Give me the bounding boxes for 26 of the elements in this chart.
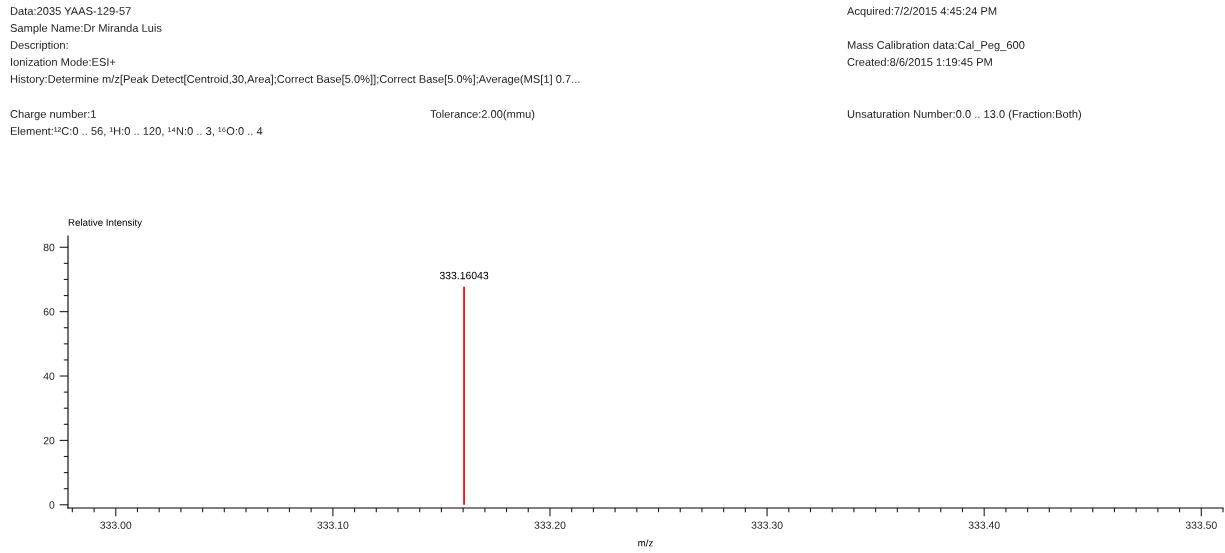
- text: Element:¹²C:0 .. 56, ¹H:0 .. 120, ¹⁴N:0 .. 3, ¹⁶O:0 .. 4: [10, 126, 263, 137]
- text: Charge number:1: [10, 109, 96, 121]
- y-tick-label: 60: [43, 308, 55, 316]
- text: Sample Name:Dr Miranda Luis: [10, 23, 162, 35]
- x-tick-label: 333.30: [751, 521, 783, 529]
- text: Tolerance:2.00(mmu): [430, 109, 535, 121]
- y-tick-label: 20: [43, 436, 55, 445]
- text: Created:8/6/2015 1:19:45 PM: [847, 57, 992, 66]
- y-tick-label: 80: [43, 243, 55, 252]
- text: Mass Calibration data:Cal_Peg_600: [847, 40, 1025, 52]
- text: Description:: [10, 40, 68, 52]
- x-tick-label: 333.10: [317, 521, 349, 529]
- x-tick-label: 333.50: [1185, 521, 1217, 529]
- x-tick-label: 333.40: [968, 521, 1000, 529]
- y-axis-title: Relative Intensity: [68, 218, 143, 228]
- y-tick-label: 0: [49, 501, 55, 509]
- annotation: 333.16043: [439, 271, 489, 280]
- text: History:Determine m/z[Peak Detect[Centroid,30,Area];Correct Base[5.0%]];Correct Base[5.0%];Average(MS[1] 0.7...: [10, 74, 580, 86]
- text: Unsaturation Number:0.0 .. 13.0 (Fraction:Both): [847, 109, 1081, 121]
- x-tick-label: 333.00: [100, 521, 132, 529]
- y-tick-label: 40: [43, 372, 55, 380]
- x-axis-title: m/z: [638, 539, 653, 547]
- text: Acquired:7/2/2015 4:45:24 PM: [847, 6, 997, 18]
- text: Ionization Mode:ESI+: [11, 57, 116, 66]
- text: Data:2035 YAAS-129-57: [10, 7, 131, 15]
- x-tick-label: 333.20: [534, 521, 566, 529]
